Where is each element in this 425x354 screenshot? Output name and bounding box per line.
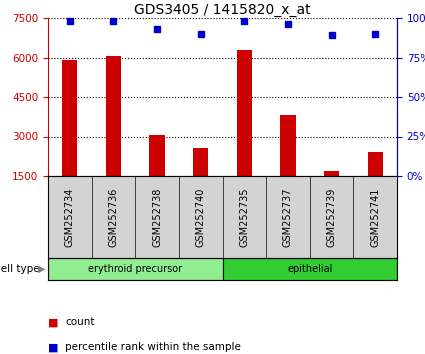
Bar bbox=[223, 258, 397, 280]
Bar bbox=[62, 60, 77, 176]
Text: GSM252741: GSM252741 bbox=[370, 187, 380, 247]
Text: erythroid precursor: erythroid precursor bbox=[88, 264, 182, 274]
Text: GSM252738: GSM252738 bbox=[152, 187, 162, 247]
Text: GSM252735: GSM252735 bbox=[239, 187, 249, 247]
Text: ■: ■ bbox=[48, 342, 59, 352]
Text: count: count bbox=[65, 318, 94, 327]
Text: cell type: cell type bbox=[0, 264, 40, 274]
Text: GSM252739: GSM252739 bbox=[326, 187, 337, 247]
Text: GSM252736: GSM252736 bbox=[108, 187, 119, 247]
Title: GDS3405 / 1415820_x_at: GDS3405 / 1415820_x_at bbox=[134, 3, 311, 17]
Bar bbox=[48, 258, 223, 280]
Bar bbox=[368, 152, 383, 176]
Text: ▶: ▶ bbox=[38, 264, 46, 274]
Bar bbox=[150, 135, 165, 176]
Text: GSM252740: GSM252740 bbox=[196, 187, 206, 247]
Text: ■: ■ bbox=[48, 318, 59, 327]
Text: percentile rank within the sample: percentile rank within the sample bbox=[65, 342, 241, 352]
Bar bbox=[237, 50, 252, 176]
Bar bbox=[193, 148, 208, 176]
Text: GSM252734: GSM252734 bbox=[65, 187, 75, 247]
Bar bbox=[324, 171, 339, 176]
Text: epithelial: epithelial bbox=[287, 264, 332, 274]
Bar bbox=[106, 56, 121, 176]
Text: GSM252737: GSM252737 bbox=[283, 187, 293, 247]
Bar bbox=[280, 115, 295, 176]
